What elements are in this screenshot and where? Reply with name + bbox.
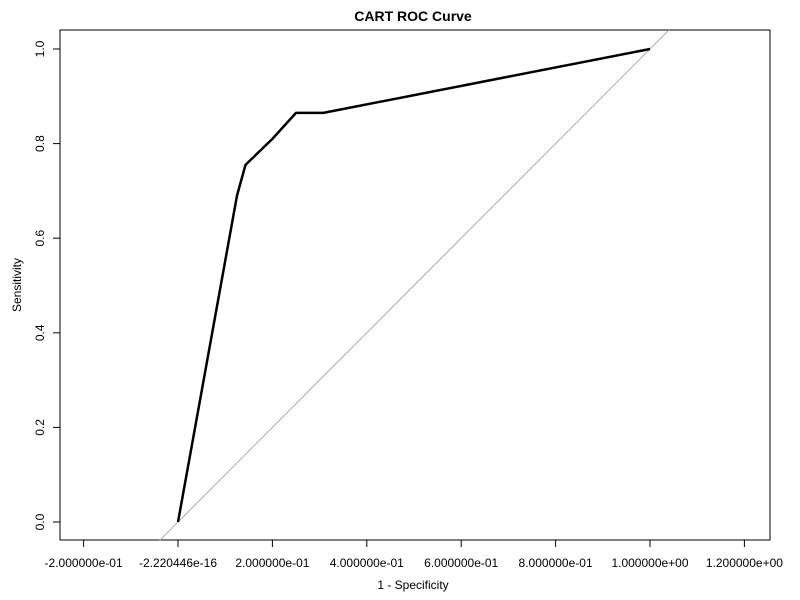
- y-tick-label: 0.2: [33, 419, 47, 436]
- y-tick-label: 0.4: [33, 324, 47, 341]
- x-tick-label: 6.000000e-01: [424, 556, 498, 570]
- x-tick-label: 1.200000e+00: [706, 556, 783, 570]
- y-tick-label: 0.8: [33, 135, 47, 152]
- roc-curve-line: [176, 47, 651, 523]
- y-axis: 0.0 0.2 0.4 0.6 0.8 1.0: [33, 40, 61, 530]
- roc-series: [176, 47, 651, 523]
- y-tick-label: 1.0: [33, 40, 47, 57]
- x-tick-label: 8.000000e-01: [519, 556, 593, 570]
- chart-title: CART ROC Curve: [354, 8, 472, 24]
- x-axis-label: 1 - Specificity: [377, 578, 448, 592]
- x-tick-label: 2.000000e-01: [235, 556, 309, 570]
- y-tick-label: 0.6: [33, 230, 47, 247]
- y-axis-label: Sensitivity: [10, 258, 24, 312]
- x-tick-label: 4.000000e-01: [330, 556, 404, 570]
- x-tick-label: -2.000000e-01: [45, 556, 123, 570]
- x-tick-label: -2.220446e-16: [139, 556, 217, 570]
- chance-diagonal-line: [158, 29, 670, 542]
- x-axis: -2.000000e-01 -2.220446e-16 2.000000e-01 4.…: [45, 539, 783, 570]
- x-tick-label: 1.000000e+00: [611, 556, 688, 570]
- y-tick-label: 0.0: [33, 513, 47, 530]
